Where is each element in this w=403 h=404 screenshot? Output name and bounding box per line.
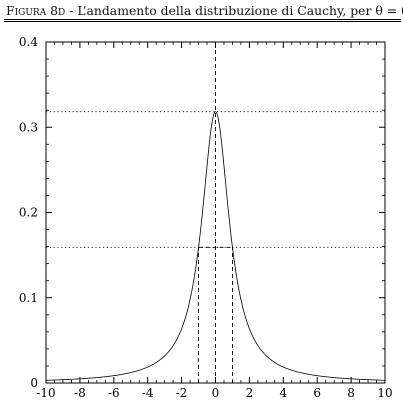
y-tick-label: 0.1 <box>19 291 38 305</box>
tick-labels: -10 -8 -6 -4 -2 0 2 4 6 8 10 0 0.1 0.2 0.3 0.4 <box>19 35 393 400</box>
caption-rule-top <box>4 19 401 20</box>
reference-lines <box>46 42 385 383</box>
x-tick-label: 8 <box>347 386 355 400</box>
caption-text: - L’andamento della distribuzione di Cau… <box>69 3 403 18</box>
axis-ticks <box>45 41 386 384</box>
x-tick-label: -6 <box>108 386 120 400</box>
x-tick-label: 2 <box>246 386 254 400</box>
x-tick-label: -8 <box>74 386 86 400</box>
x-tick-label: -4 <box>142 386 154 400</box>
caption-rule-bottom <box>4 21 401 22</box>
y-tick-label: 0.3 <box>19 120 38 134</box>
x-tick-label: 10 <box>377 386 392 400</box>
x-tick-label: -2 <box>176 386 188 400</box>
x-tick-label: 4 <box>279 386 287 400</box>
cauchy-curve <box>45 111 386 381</box>
y-tick-label: 0 <box>30 376 38 390</box>
y-tick-label: 0.4 <box>19 35 38 49</box>
figure-label: Figura 8d <box>6 3 66 18</box>
figure-caption: Figura 8d - L’andamento della distribuzi… <box>6 3 403 18</box>
x-tick-label: -10 <box>36 386 55 400</box>
y-tick-label: 0.2 <box>19 206 38 220</box>
x-tick-label: 0 <box>212 386 220 400</box>
x-tick-label: 6 <box>313 386 321 400</box>
